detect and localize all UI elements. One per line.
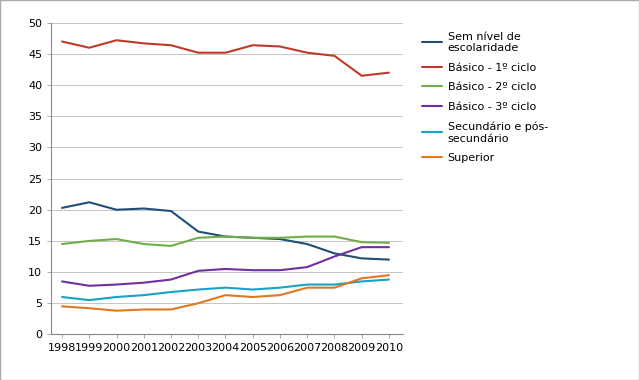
Legend: Sem nível de
escolaridade, Básico - 1º ciclo, Básico - 2º ciclo, Básico - 3º cic: Sem nível de escolaridade, Básico - 1º c… (419, 28, 551, 166)
